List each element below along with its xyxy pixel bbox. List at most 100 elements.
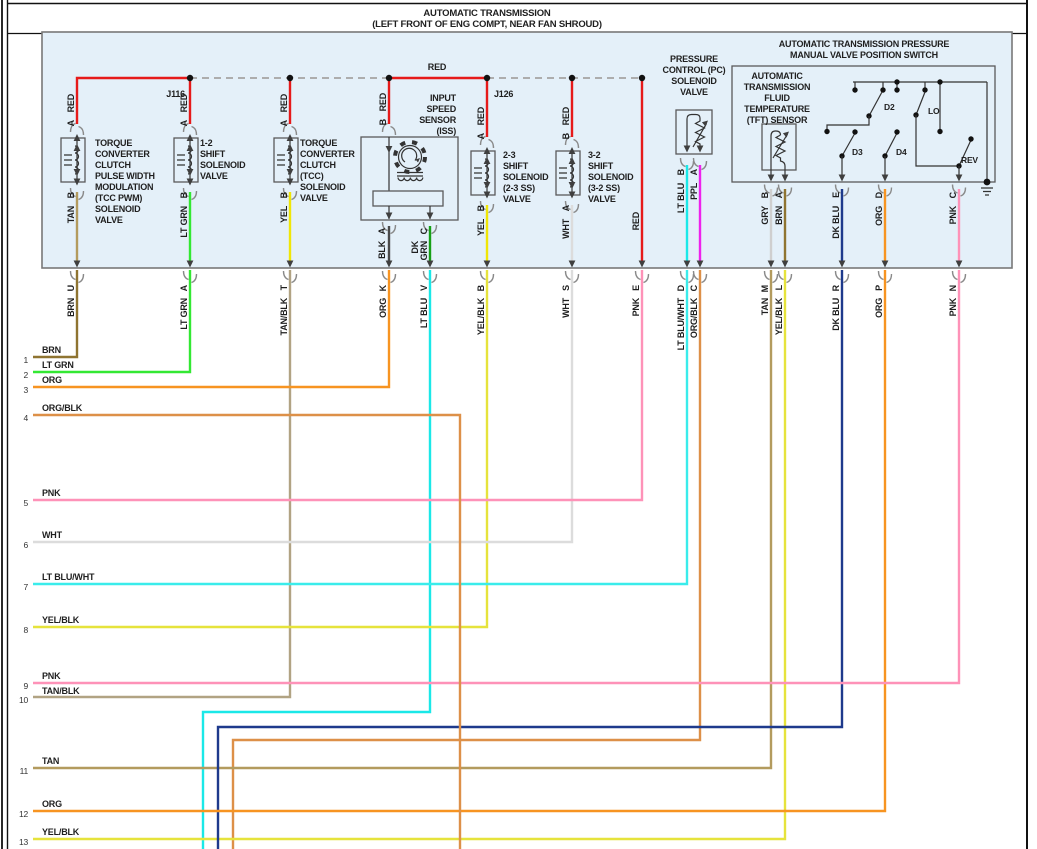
svg-text:A: A	[279, 119, 289, 126]
svg-text:ORG: ORG	[874, 206, 884, 226]
svg-text:PPL: PPL	[689, 182, 699, 200]
svg-text:DK: DK	[410, 240, 420, 253]
wire-tan-blk	[33, 270, 292, 699]
svg-text:ORG/BLK: ORG/BLK	[42, 403, 83, 413]
svg-text:YEL/BLK: YEL/BLK	[774, 297, 784, 335]
svg-text:C: C	[689, 284, 699, 291]
svg-text:11: 11	[20, 766, 29, 776]
svg-text:PNK: PNK	[42, 671, 61, 681]
svg-text:DK BLU: DK BLU	[831, 298, 841, 331]
svg-text:6: 6	[23, 540, 28, 550]
tcc-pwm-label: TORQUE CONVERTER CLUTCH PULSE WIDTH MODULATI…	[95, 138, 155, 225]
svg-text:LT GRN: LT GRN	[179, 298, 189, 330]
svg-text:A: A	[561, 204, 571, 211]
device-side-wires	[75, 165, 961, 262]
bus-junction-dots	[186, 74, 646, 82]
svg-text:B: B	[676, 168, 686, 175]
svg-text:A: A	[476, 132, 486, 139]
svg-text:T: T	[279, 284, 289, 290]
svg-text:WHT: WHT	[561, 297, 571, 318]
wire-wht	[33, 270, 574, 544]
svg-text:RED: RED	[378, 92, 388, 111]
wire-tan	[33, 270, 773, 770]
wire-lt-grn	[33, 270, 192, 374]
engine-compartment-box	[41, 31, 1013, 269]
ground-symbol	[981, 178, 993, 196]
3-2-shift-label: 3-2 SHIFT SOLENOID (3-2 SS) VALVE	[588, 150, 634, 204]
mvps-label: AUTOMATIC TRANSMISSION PRESSURE MANUAL VA…	[779, 39, 950, 60]
svg-text:LT BLU: LT BLU	[419, 298, 429, 328]
svg-text:B: B	[760, 191, 770, 198]
svg-text:ORG: ORG	[42, 799, 62, 809]
harness-pin-labels: U BRN A LT GRN T TAN/BLK K ORG V LT BLU …	[66, 284, 958, 350]
switch-d3-label: D3	[852, 147, 863, 157]
svg-text:1: 1	[23, 355, 28, 365]
gear-position-contacts	[824, 79, 988, 182]
svg-text:B: B	[476, 284, 486, 291]
svg-text:S: S	[561, 285, 571, 291]
svg-text:V: V	[419, 285, 429, 291]
svg-text:2: 2	[23, 370, 28, 380]
svg-text:4: 4	[23, 413, 28, 423]
wire-org-blk-2	[33, 413, 462, 849]
wire-yel-blk	[33, 270, 489, 629]
harness-wires	[33, 270, 961, 849]
wire-lt-blu-wht	[33, 270, 689, 586]
svg-text:C: C	[419, 227, 429, 234]
svg-text:12: 12	[19, 809, 29, 819]
svg-text:YEL: YEL	[279, 205, 289, 223]
svg-text:ORG: ORG	[874, 298, 884, 318]
wire-org-blk	[231, 270, 702, 849]
svg-text:YEL/BLK: YEL/BLK	[42, 827, 80, 837]
svg-text:DK BLU: DK BLU	[831, 206, 841, 239]
svg-text:WHT: WHT	[42, 530, 63, 540]
red-power-bus	[75, 76, 644, 262]
wire-org-2	[33, 270, 887, 813]
svg-text:D: D	[676, 284, 686, 291]
switch-lo-label: LO	[928, 106, 940, 116]
switch-rev-label: REV	[961, 155, 978, 165]
svg-text:3: 3	[23, 385, 28, 395]
svg-text:TAN/BLK: TAN/BLK	[279, 297, 289, 335]
wire-pnk	[33, 270, 644, 502]
svg-text:9: 9	[23, 681, 28, 691]
svg-text:ORG: ORG	[378, 298, 388, 318]
svg-text:5: 5	[23, 498, 28, 508]
svg-text:RED: RED	[561, 106, 571, 125]
svg-text:L: L	[774, 284, 784, 290]
svg-text:LT BLU/WHT: LT BLU/WHT	[676, 297, 686, 350]
bus-red-label: RED	[428, 62, 447, 72]
svg-text:BRN: BRN	[66, 298, 76, 317]
svg-text:B: B	[476, 204, 486, 211]
gear-icon	[393, 140, 427, 174]
svg-text:10: 10	[19, 695, 29, 705]
svg-text:BRN: BRN	[774, 206, 784, 225]
svg-text:RED: RED	[631, 211, 641, 230]
page-title-line2: (LEFT FRONT OF ENG COMPT, NEAR FAN SHROU…	[372, 19, 602, 30]
svg-text:E: E	[831, 192, 841, 198]
wire-brn	[33, 270, 79, 359]
pc-solenoid-label: PRESSURE CONTROL (PC) SOLENOID VALVE	[663, 54, 726, 97]
svg-text:RED: RED	[66, 93, 76, 112]
svg-text:B: B	[378, 118, 388, 125]
svg-text:LT GRN: LT GRN	[42, 360, 74, 370]
svg-text:A: A	[689, 168, 699, 175]
wire-pnk-2	[33, 270, 961, 685]
junction-j126-label: J126	[494, 89, 513, 99]
1-2-shift-label: 1-2 SHIFT SOLENOID VALVE	[200, 138, 246, 181]
tcc-label: TORQUE CONVERTER CLUTCH (TCC) SOLENOID VALVE	[300, 138, 355, 203]
svg-text:RED: RED	[476, 106, 486, 125]
switch-d2-label: D2	[884, 102, 895, 112]
svg-text:LT GRN: LT GRN	[179, 206, 189, 238]
svg-text:TAN: TAN	[760, 298, 770, 315]
svg-text:WHT: WHT	[561, 218, 571, 239]
svg-text:A: A	[774, 191, 784, 198]
tft-sensor	[761, 123, 797, 182]
svg-text:B: B	[279, 191, 289, 198]
svg-text:BRN: BRN	[42, 345, 61, 355]
svg-text:M: M	[760, 285, 770, 292]
circuit-row-labels: 1 BRN 2 LT GRN 3 ORG 4 ORG/BLK 5 PNK 6 WHT 7 LT…	[19, 345, 95, 847]
svg-text:YEL: YEL	[476, 218, 486, 236]
